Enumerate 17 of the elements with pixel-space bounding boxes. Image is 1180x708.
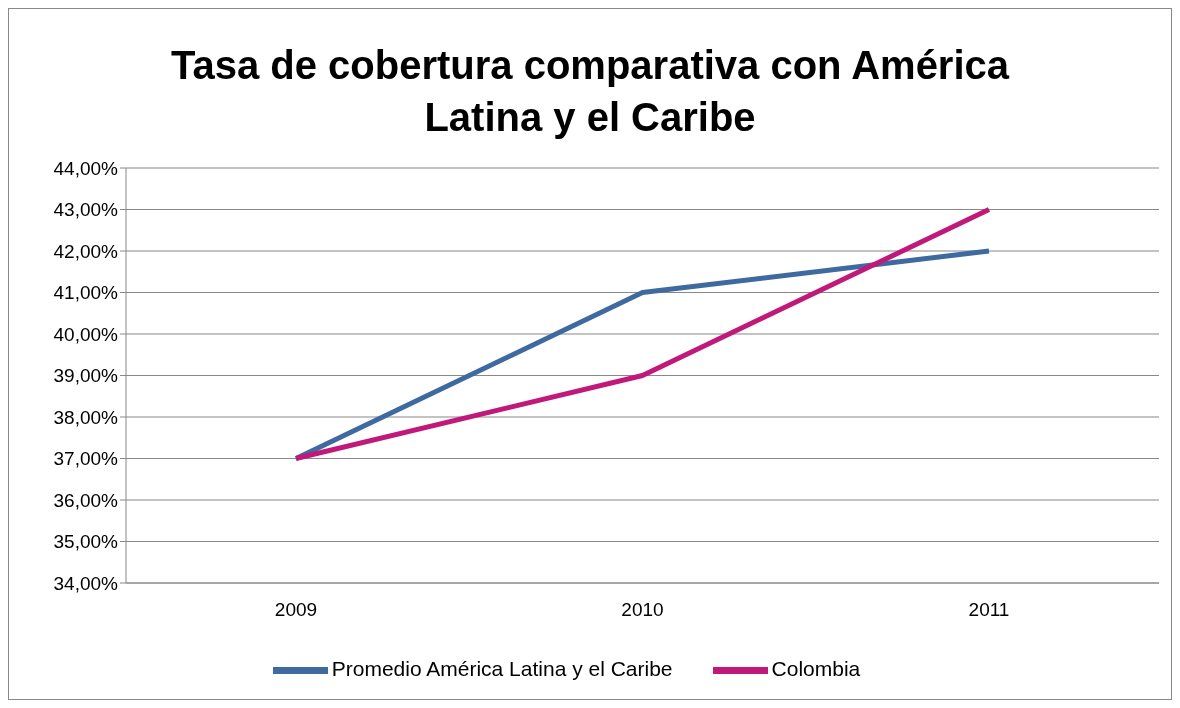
y-tick-label: 34,00% (53, 572, 119, 594)
y-tick-label: 42,00% (53, 240, 119, 262)
y-tick-label: 40,00% (53, 323, 119, 345)
legend-label: Promedio América Latina y el Caribe (331, 657, 673, 681)
y-tick-label: 41,00% (53, 282, 119, 304)
x-tick-label: 2011 (968, 599, 1010, 621)
y-tick-label: 37,00% (53, 448, 119, 470)
x-tick-label: 2009 (274, 599, 318, 621)
x-tick-label: 2010 (621, 599, 664, 621)
y-tick-label: 35,00% (53, 531, 119, 553)
y-tick-label: 39,00% (53, 365, 119, 387)
legend-label: Colombia (771, 657, 861, 681)
chart-title: Tasa de cobertura comparativa con América Latina y el Caribe (169, 42, 1011, 141)
y-tick-label: 36,00% (53, 489, 119, 511)
y-tick-label: 44,00% (53, 157, 119, 179)
y-tick-label: 38,00% (53, 406, 119, 428)
y-tick-label: 43,00% (53, 199, 119, 221)
